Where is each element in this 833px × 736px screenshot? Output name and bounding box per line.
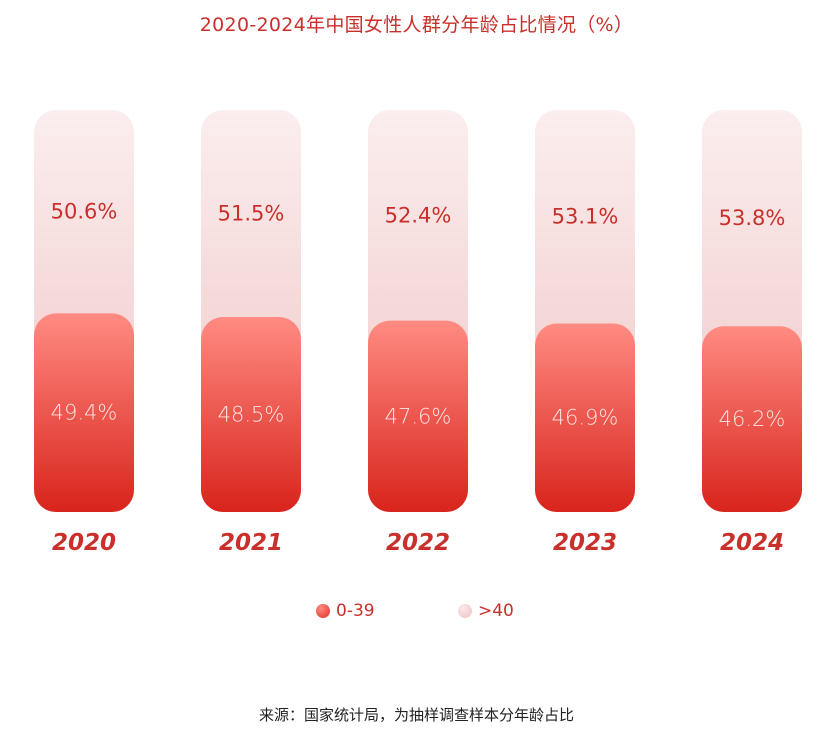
data-label-over40-2024: 53.8% — [719, 206, 786, 230]
data-label-over40-2020: 50.6% — [51, 200, 118, 224]
legend-swatch-young — [316, 604, 330, 618]
bar-segment-0-39-2024 — [702, 326, 802, 512]
data-label-over40-2023: 53.1% — [552, 205, 619, 229]
x-tick-label-2020: 2020 — [52, 530, 116, 556]
chart-title: 2020-2024年中国女性人群分年龄占比情况（%） — [199, 14, 634, 36]
x-tick-label-2022: 2022 — [386, 530, 450, 556]
legend: 0-39 >40 — [0, 601, 833, 625]
stacked-bar-chart: 50.6% 49.4% 2020 51.5% 48.5% 2021 52.4% 47.6% 20… — [34, 110, 802, 556]
data-label-over40-2021: 51.5% — [218, 202, 285, 226]
legend-swatch-old — [458, 604, 472, 618]
bar-segment-0-39-2020 — [34, 313, 134, 512]
legend-label-old: >40 — [478, 601, 514, 621]
data-label-0-39-2022: 47.6% — [385, 404, 452, 428]
bar-segment-0-39-2022 — [368, 320, 468, 512]
data-label-0-39-2021: 48.5% — [218, 403, 285, 427]
data-label-0-39-2020: 49.4% — [51, 401, 118, 425]
bar-segment-0-39-2023 — [535, 323, 635, 512]
legend-label-young: 0-39 — [336, 601, 375, 621]
legend-item-old: >40 — [458, 601, 514, 621]
data-label-over40-2022: 52.4% — [385, 203, 452, 227]
data-label-0-39-2024: 46.2% — [719, 407, 786, 431]
x-tick-label-2024: 2024 — [720, 530, 784, 556]
data-label-0-39-2023: 46.9% — [552, 406, 619, 430]
legend-item-young: 0-39 — [316, 601, 375, 621]
x-tick-label-2023: 2023 — [553, 530, 617, 556]
source-note: 来源：国家统计局，为抽样调查样本分年龄占比 — [258, 706, 574, 724]
x-tick-label-2021: 2021 — [219, 530, 283, 556]
bar-segment-0-39-2021 — [201, 317, 301, 512]
